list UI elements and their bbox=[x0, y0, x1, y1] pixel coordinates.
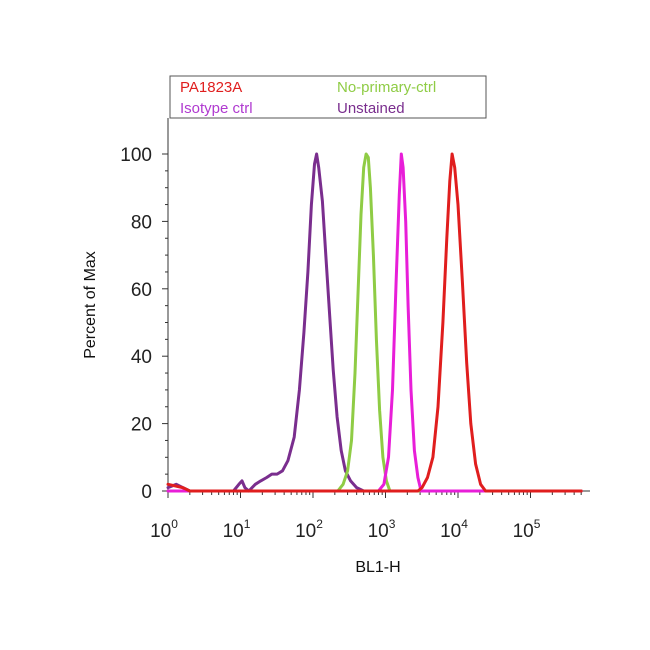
y-tick-label-80: 80 bbox=[131, 212, 152, 233]
x-tick-label-5: 105 bbox=[513, 517, 541, 542]
x-tick-label-1: 101 bbox=[223, 517, 251, 542]
x-tick-label-0: 100 bbox=[150, 517, 178, 542]
series-line-no-primary-ctrl bbox=[166, 152, 583, 493]
y-axis-ticks: 0 20 40 60 80 100 bbox=[120, 145, 168, 503]
y-tick-label-40: 40 bbox=[131, 347, 152, 368]
y-tick-label-100: 100 bbox=[120, 145, 152, 166]
series-line-isotype-ctrl bbox=[166, 152, 583, 493]
legend-label-unstained: Unstained bbox=[337, 100, 405, 117]
legend-label-isotype-ctrl: Isotype ctrl bbox=[180, 100, 253, 117]
legend-box bbox=[169, 75, 487, 119]
x-tick-label-2: 102 bbox=[295, 517, 323, 542]
x-axis-title: BL1-H bbox=[355, 559, 400, 576]
x-tick-label-3: 103 bbox=[368, 517, 396, 542]
legend-label-no-primary-ctrl: No-primary-ctrl bbox=[337, 79, 436, 96]
y-tick-label-20: 20 bbox=[131, 415, 152, 436]
x-axis-ticks: 100 101 102 103 104 105 bbox=[150, 491, 582, 542]
legend: PA1823A No-primary-ctrl Isotype ctrl Uns… bbox=[169, 75, 487, 119]
series-line-pa1823a bbox=[166, 152, 583, 493]
y-axis-title: Percent of Max bbox=[82, 251, 99, 359]
series-line-unstained bbox=[166, 152, 583, 493]
y-tick-label-0: 0 bbox=[141, 482, 152, 503]
plot-frame bbox=[167, 118, 590, 492]
legend-label-pa1823a: PA1823A bbox=[180, 79, 242, 96]
x-tick-label-4: 104 bbox=[440, 517, 468, 542]
y-tick-label-60: 60 bbox=[131, 280, 152, 301]
series-layer bbox=[166, 152, 583, 493]
